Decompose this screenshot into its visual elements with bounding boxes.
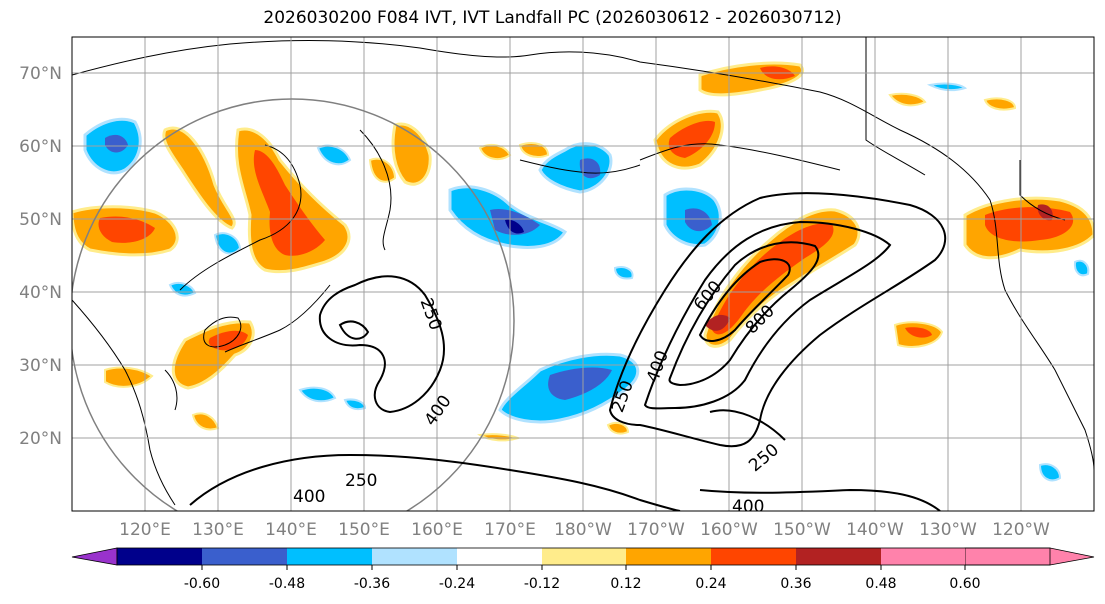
lon-label: 170°E xyxy=(484,520,536,540)
colorbar-extend-max xyxy=(964,547,1095,566)
colorbar-segment xyxy=(542,548,626,565)
lon-label: 140°E xyxy=(265,520,317,540)
colorbar-tick-label: -0.12 xyxy=(524,576,560,592)
colorbar-tick-label: 0.60 xyxy=(949,576,980,592)
colorbar-frame xyxy=(116,547,1051,566)
colorbar-segment xyxy=(457,548,542,565)
colorbar-tick-label: -0.48 xyxy=(269,576,305,592)
lat-label: 40°N xyxy=(19,283,62,303)
lat-label: 20°N xyxy=(19,429,62,449)
colorbar-segment xyxy=(202,548,287,565)
colorbar-tick-label: -0.36 xyxy=(354,576,390,592)
colorbar-segment xyxy=(881,548,965,565)
lon-label: 120°E xyxy=(119,520,171,540)
longitude-labels: 120°E 130°E 140°E 150°E 160°E 170°E 180°… xyxy=(119,520,1050,540)
colorbar-segment xyxy=(626,548,711,565)
lon-label: 140°W xyxy=(846,520,904,540)
graticule xyxy=(72,37,1094,511)
lat-label: 50°N xyxy=(19,210,62,230)
colorbar-segment xyxy=(287,548,372,565)
lat-label: 60°N xyxy=(19,137,62,157)
colorbar-segment xyxy=(372,548,457,565)
colorbar-tick-label: 0.48 xyxy=(865,576,896,592)
lon-label: 120°W xyxy=(992,520,1050,540)
colorbar-segment xyxy=(711,548,796,565)
contour-label: 400 xyxy=(732,497,764,517)
colorbar-tick-label: 0.36 xyxy=(780,576,811,592)
map-title: 2026030200 F084 IVT, IVT Landfall PC (20… xyxy=(263,8,842,28)
lon-label: 150°E xyxy=(338,520,390,540)
lat-label: 30°N xyxy=(19,356,62,376)
radius-circle xyxy=(72,98,515,511)
lon-label: 130°W xyxy=(919,520,977,540)
ivt-contours xyxy=(189,192,947,511)
lon-label: 160°W xyxy=(700,520,758,540)
lon-label: 160°E xyxy=(411,520,463,540)
colorbar-tick-label: -0.24 xyxy=(439,576,475,592)
colorbar-segment xyxy=(117,548,202,565)
colorbar-tick-label: 0.24 xyxy=(695,576,726,592)
map-frame xyxy=(71,36,1095,512)
colorbar-extend-min xyxy=(71,547,118,566)
latitude-labels: 70°N 60°N 50°N 40°N 30°N 20°N xyxy=(19,64,62,449)
lon-label: 150°W xyxy=(773,520,831,540)
lon-label: 170°W xyxy=(627,520,685,540)
lon-label: 130°E xyxy=(192,520,244,540)
colorbar-segment xyxy=(796,548,881,565)
colorbar-tick-label: -0.60 xyxy=(184,576,220,592)
contour-label: 400 xyxy=(293,487,325,507)
contour-label: 250 xyxy=(345,471,377,491)
colorbar: -0.60 -0.48 -0.36 -0.24 -0.12 0.12 0.24 … xyxy=(71,547,1095,592)
colorbar-tick-label: 0.12 xyxy=(610,576,641,592)
lon-label: 180°W xyxy=(554,520,612,540)
lat-label: 70°N xyxy=(19,64,62,84)
